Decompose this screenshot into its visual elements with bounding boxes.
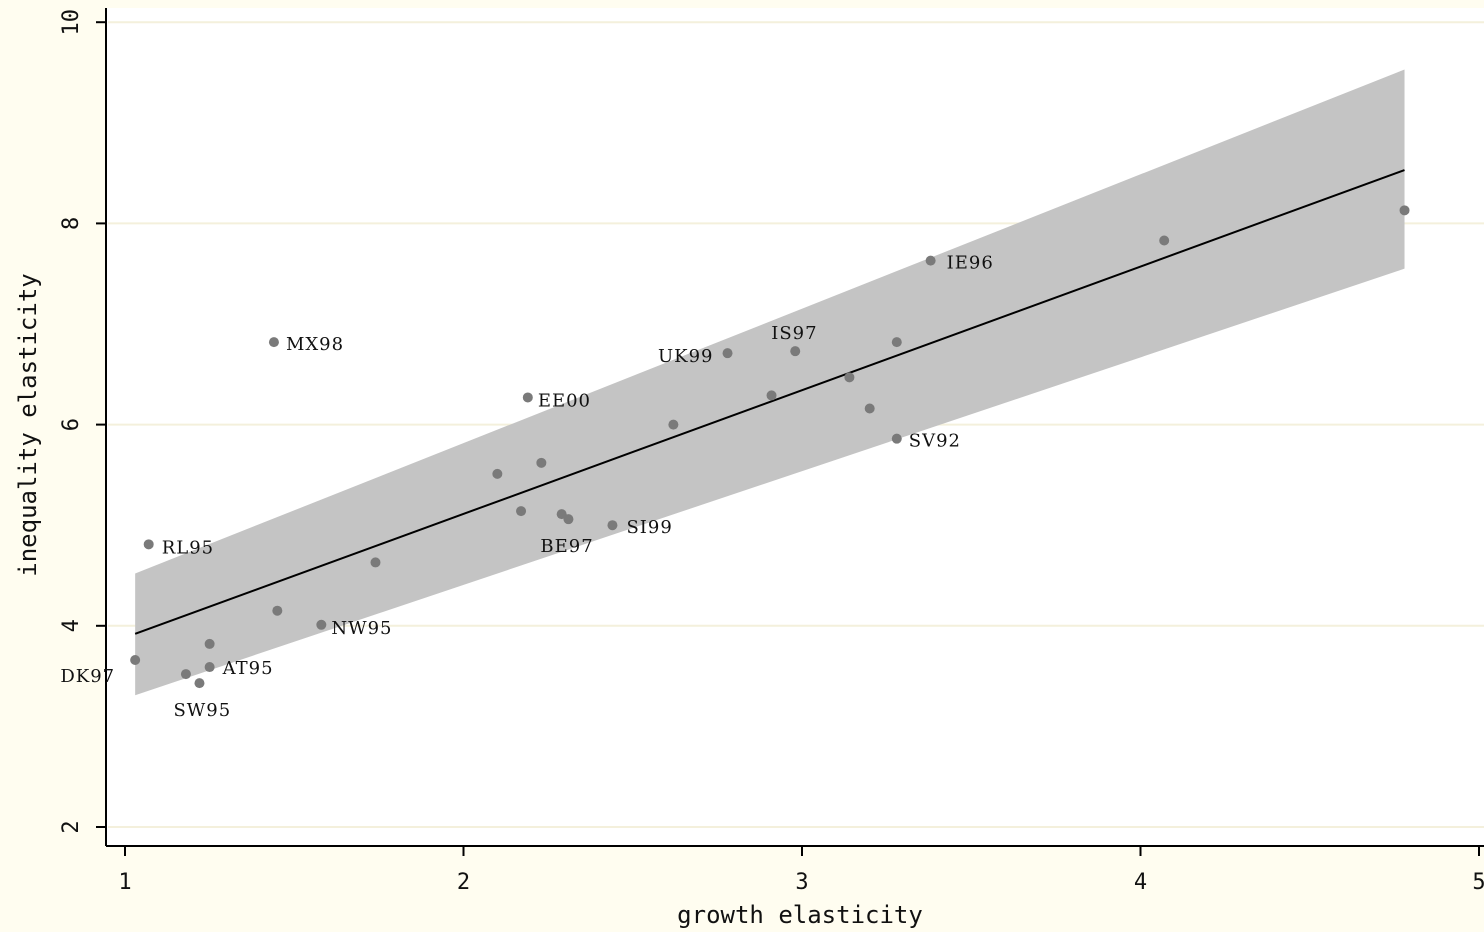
data-point-27 xyxy=(1399,205,1410,216)
data-point-13 xyxy=(536,457,547,468)
data-point-dk97 xyxy=(130,655,141,666)
axes xyxy=(105,8,1484,847)
point-label-uk99: UK99 xyxy=(658,346,714,367)
data-point-at95 xyxy=(204,662,215,673)
data-point-is97 xyxy=(790,346,801,357)
ticks: 1 2 3 4 5 2 4 6 8 10 xyxy=(59,9,1484,895)
x-axis-title: growth elasticity xyxy=(677,901,923,929)
data-point-23 xyxy=(891,337,902,348)
point-label-mx98: MX98 xyxy=(286,334,344,355)
point-label-dk97: DK97 xyxy=(60,666,115,687)
data-point-19 xyxy=(766,390,777,401)
data-point-nw95 xyxy=(316,619,327,630)
data-point-2 xyxy=(180,669,191,680)
data-point-si99 xyxy=(607,520,618,531)
data-point-22 xyxy=(864,403,875,414)
data-point-26 xyxy=(1159,235,1170,246)
point-label-sv92: SV92 xyxy=(909,431,961,452)
data-point-be97 xyxy=(563,514,574,525)
y-tick-label-10: 10 xyxy=(59,9,84,36)
data-point-10 xyxy=(492,468,503,479)
data-point-rl95 xyxy=(143,539,154,550)
data-point-7 xyxy=(272,605,283,616)
data-point-17 xyxy=(668,419,679,430)
point-label-rl95: RL95 xyxy=(162,537,214,558)
data-point-sv92 xyxy=(891,433,902,444)
y-tick-label-2: 2 xyxy=(59,820,84,833)
data-point-sw95 xyxy=(194,678,205,689)
point-label-sw95: SW95 xyxy=(173,700,231,721)
x-tick-label-1: 1 xyxy=(118,870,131,895)
data-point-ie96 xyxy=(925,255,936,266)
confidence-band xyxy=(135,69,1405,696)
y-axis-title: inequality elasticity xyxy=(14,273,42,576)
data-point-4 xyxy=(204,638,215,649)
data-point-9 xyxy=(370,557,381,568)
point-labels: DK97 RL95 SW95 AT95 MX98 NW95 EE00 BE97 SI99 UK99… xyxy=(60,253,994,722)
data-points xyxy=(130,205,1410,689)
point-label-ie96: IE96 xyxy=(947,253,994,274)
confidence-band-area xyxy=(135,69,1405,696)
data-point-mx98 xyxy=(268,337,279,348)
x-tick-label-3: 3 xyxy=(795,870,808,895)
y-tick-label-4: 4 xyxy=(59,619,84,632)
x-tick-label-5: 5 xyxy=(1472,870,1484,895)
x-tick-label-2: 2 xyxy=(457,870,470,895)
point-label-is97: IS97 xyxy=(771,323,817,344)
y-tick-label-6: 6 xyxy=(59,418,84,431)
point-label-ee00: EE00 xyxy=(538,390,591,411)
y-tick-label-8: 8 xyxy=(59,217,84,230)
point-label-at95: AT95 xyxy=(222,658,274,679)
data-point-ee00 xyxy=(522,392,533,403)
data-point-uk99 xyxy=(722,348,733,359)
point-label-nw95: NW95 xyxy=(331,618,392,639)
regression-line xyxy=(134,169,1405,635)
data-point-11 xyxy=(516,506,527,517)
point-label-si99: SI99 xyxy=(626,517,672,538)
fit-line xyxy=(134,169,1405,635)
point-label-be97: BE97 xyxy=(540,536,593,557)
data-point-21 xyxy=(844,372,855,383)
x-tick-label-4: 4 xyxy=(1134,870,1147,895)
